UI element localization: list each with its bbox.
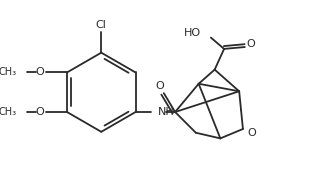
Text: O: O xyxy=(156,81,165,91)
Text: CH₃: CH₃ xyxy=(0,107,17,117)
Text: O: O xyxy=(247,128,256,138)
Text: CH₃: CH₃ xyxy=(0,67,17,77)
Text: HO: HO xyxy=(184,28,202,38)
Text: O: O xyxy=(35,67,44,77)
Text: NH: NH xyxy=(158,107,175,117)
Text: O: O xyxy=(246,39,255,49)
Text: O: O xyxy=(35,107,44,117)
Text: Cl: Cl xyxy=(96,20,107,30)
